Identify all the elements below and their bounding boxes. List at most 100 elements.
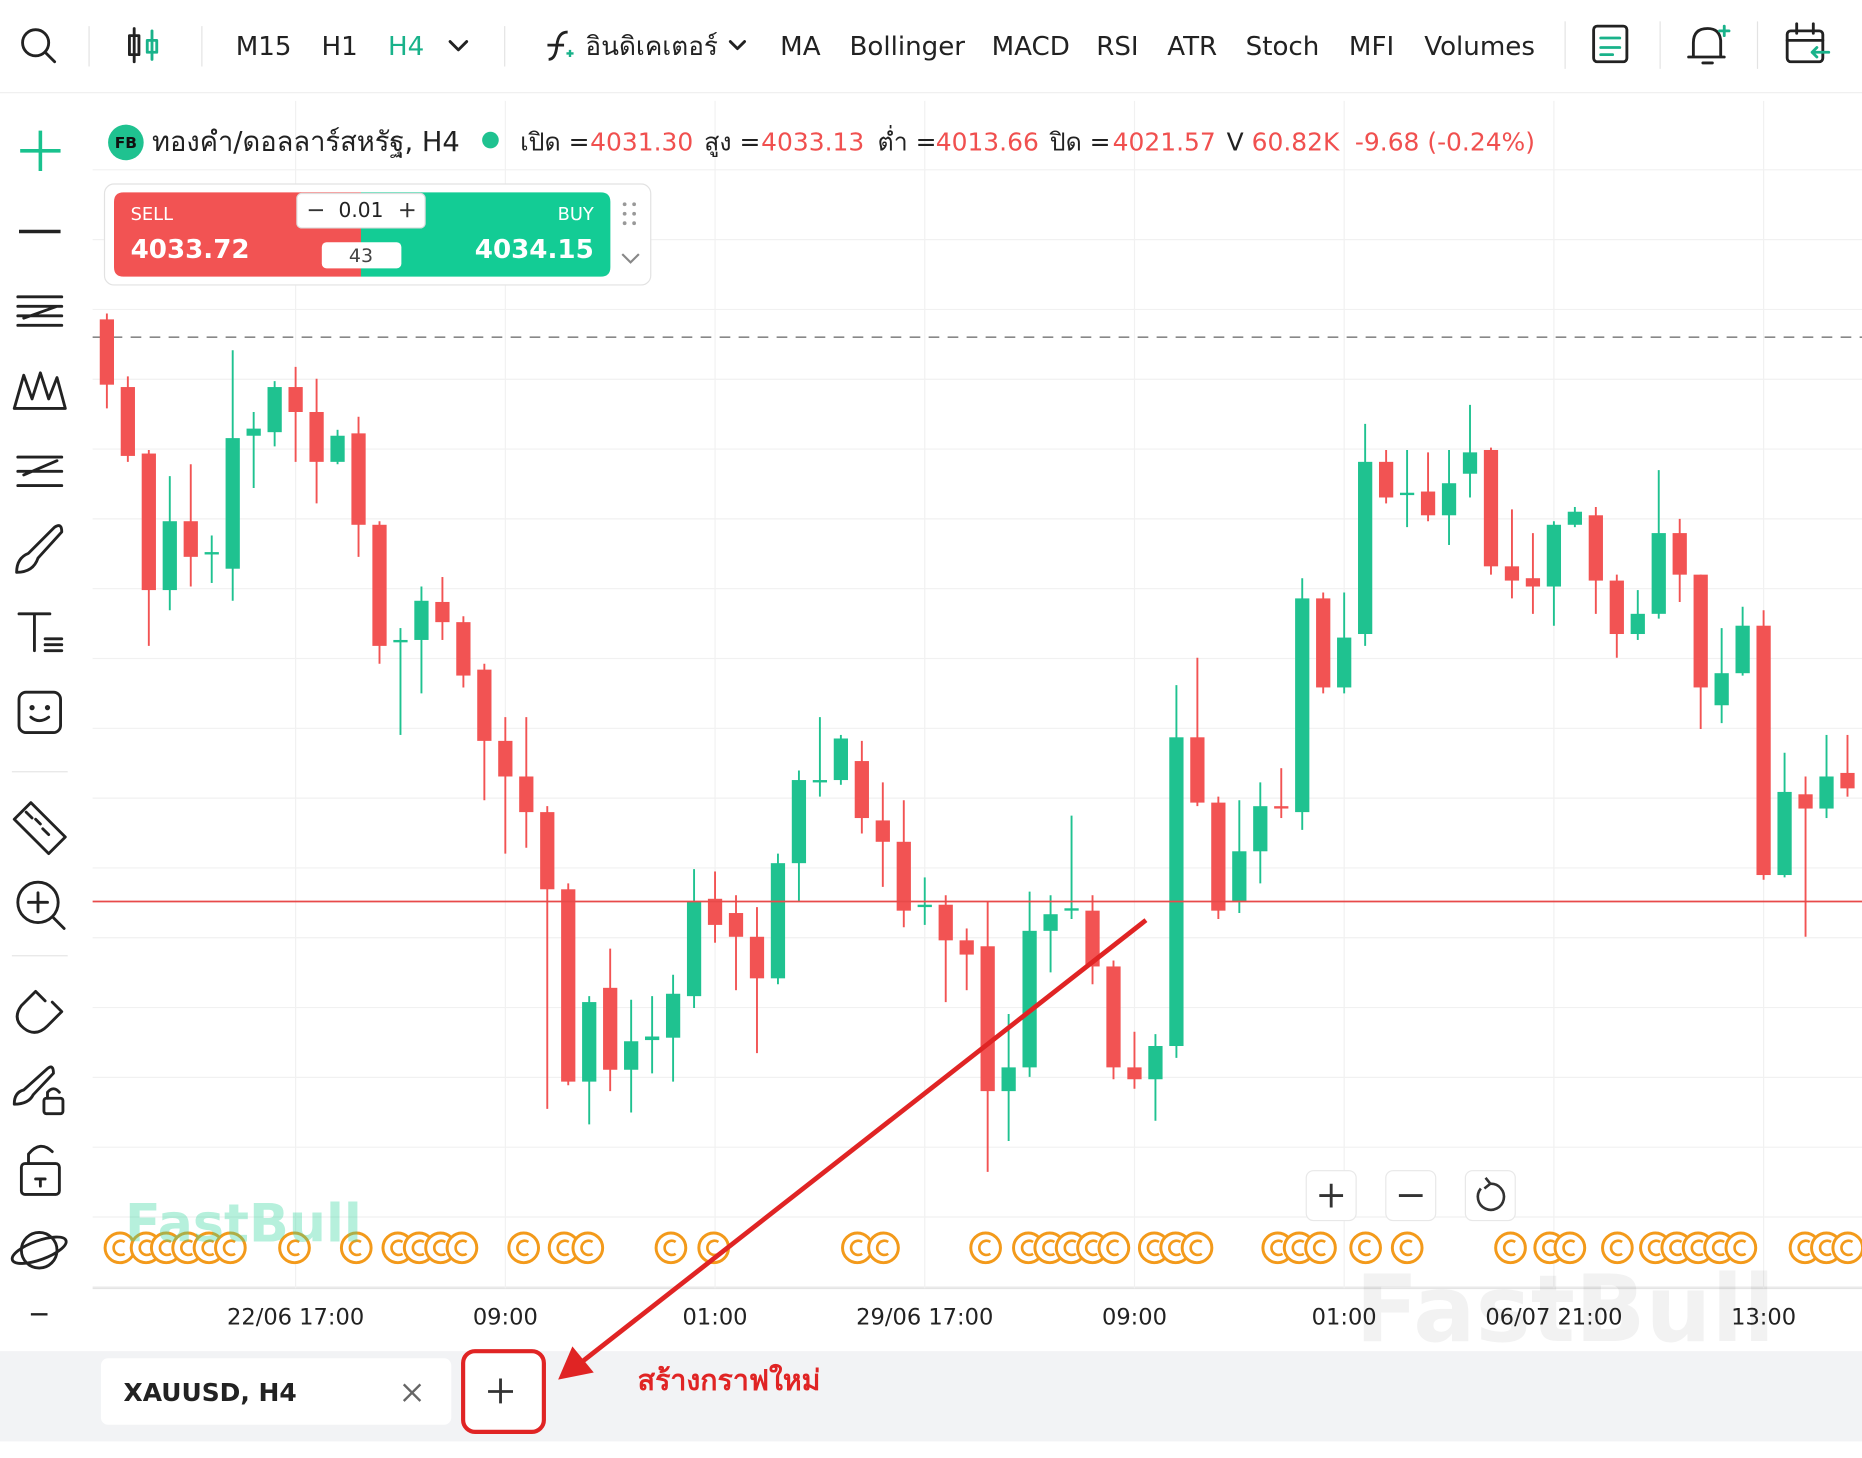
sell-price: 4033.72: [131, 235, 250, 265]
indicator[interactable]: ATR: [1167, 32, 1217, 62]
candle-body: [1232, 851, 1247, 902]
x-tick-label: 01:00: [1312, 1304, 1377, 1330]
timeframe[interactable]: H4: [388, 32, 424, 62]
zoom-out-button[interactable]: [1385, 1170, 1437, 1222]
zoom-tool[interactable]: [16, 880, 66, 930]
event-marker-glyph: [112, 1239, 126, 1257]
event-marker[interactable]: [1831, 1231, 1862, 1265]
ruler-tool[interactable]: [12, 801, 67, 856]
event-marker[interactable]: [339, 1231, 373, 1265]
event-marker-glyph: [1609, 1239, 1623, 1257]
event-marker-glyph: [580, 1239, 594, 1257]
event-marker[interactable]: [1494, 1231, 1527, 1265]
zoom-in-button[interactable]: [1305, 1170, 1357, 1222]
text-tool[interactable]: [17, 612, 64, 653]
event-marker[interactable]: [1553, 1231, 1587, 1265]
indicator[interactable]: MA: [780, 32, 821, 62]
event-marker[interactable]: [1724, 1231, 1758, 1265]
candle-body: [309, 411, 324, 462]
watermark: FastBull: [1355, 1255, 1775, 1363]
legend-label: ปิด =: [1049, 128, 1110, 157]
event-marker[interactable]: [1601, 1231, 1634, 1265]
buy-price: 4034.15: [475, 235, 594, 265]
channel-tool[interactable]: [16, 295, 64, 327]
event-marker[interactable]: [969, 1231, 1002, 1265]
drag-handle[interactable]: [622, 202, 637, 226]
indicator[interactable]: MACD: [992, 32, 1070, 62]
close-tab[interactable]: [402, 1383, 422, 1402]
event-marker-glyph: [1502, 1239, 1516, 1257]
search-icon[interactable]: [21, 28, 57, 64]
candle-body: [162, 521, 177, 591]
reset-button[interactable]: [1464, 1170, 1516, 1222]
chart-tab-label: XAUUSD, H4: [124, 1378, 297, 1407]
event-marker[interactable]: [1390, 1231, 1424, 1265]
visibility-tool[interactable]: [9, 1230, 69, 1270]
indicator[interactable]: MFI: [1349, 32, 1394, 62]
indicator[interactable]: Volumes: [1424, 32, 1535, 62]
crosshair-tool[interactable]: [20, 130, 61, 171]
timeframe[interactable]: M15: [236, 32, 292, 62]
quantity-steppers[interactable]: [308, 203, 415, 218]
event-marker[interactable]: [278, 1231, 311, 1265]
fib-tool[interactable]: [16, 455, 64, 488]
buy-label: BUY: [558, 204, 594, 225]
calendar-icon[interactable]: [1785, 22, 1831, 64]
timeframe-dropdown[interactable]: [448, 40, 469, 52]
candle-body: [1001, 1067, 1016, 1092]
ui: SELL 4033.72 0.01 43 BUY 4034.15 FB ทองค…: [0, 21, 1862, 1442]
candle-body: [582, 1002, 597, 1082]
event-marker-glyph: [516, 1239, 530, 1257]
event-marker-glyph: [1562, 1239, 1576, 1257]
magnet-tool[interactable]: [15, 989, 64, 1034]
event-marker[interactable]: [214, 1231, 247, 1265]
candle-body: [1378, 461, 1394, 498]
indicator-icon[interactable]: [547, 30, 568, 61]
candle-body: [99, 319, 114, 385]
event-marker-glyph: [1840, 1239, 1854, 1257]
emoji-tool[interactable]: [17, 690, 62, 734]
brush-tool[interactable]: [15, 524, 64, 574]
chart-type-icon[interactable]: [128, 27, 159, 64]
candle-body: [1525, 578, 1541, 587]
candle-body: [1127, 1067, 1142, 1080]
candle-body: [120, 387, 135, 456]
event-marker[interactable]: [507, 1231, 541, 1265]
candle-body: [1441, 483, 1457, 516]
alert-icon[interactable]: [1687, 24, 1731, 65]
event-marker-glyph: [1312, 1239, 1326, 1257]
lock-tool[interactable]: [19, 1144, 61, 1196]
event-marker[interactable]: [1304, 1231, 1337, 1265]
quantity-box[interactable]: [296, 192, 426, 229]
candle-body: [225, 438, 240, 569]
event-marker[interactable]: [1180, 1231, 1214, 1265]
event-marker[interactable]: [867, 1231, 900, 1265]
symbol-badge-text: FB: [115, 134, 137, 152]
candle-body: [686, 901, 702, 997]
event-marker[interactable]: [445, 1231, 479, 1265]
indicator-dropdown[interactable]: [728, 40, 746, 51]
pattern-tool[interactable]: [12, 371, 67, 410]
lock-drawing-tool[interactable]: [12, 1065, 65, 1116]
event-markers: [103, 1231, 1862, 1265]
event-marker[interactable]: [1097, 1231, 1131, 1265]
indicator[interactable]: Bollinger: [849, 32, 965, 62]
event-marker[interactable]: [571, 1231, 605, 1265]
layout-icon[interactable]: [1592, 24, 1629, 64]
event-marker[interactable]: [1349, 1231, 1382, 1265]
indicator[interactable]: Stoch: [1246, 32, 1320, 62]
candle-body: [1840, 772, 1855, 789]
panel-collapse[interactable]: [621, 253, 640, 264]
indicators-menu[interactable]: อินดิเคเตอร์: [585, 32, 717, 62]
event-marker-glyph: [1084, 1239, 1098, 1257]
legend-label: สูง =: [704, 128, 760, 158]
candle-body: [141, 453, 156, 591]
candle-body: [1274, 806, 1289, 809]
indicator[interactable]: RSI: [1096, 32, 1138, 62]
timeframe[interactable]: H1: [321, 32, 357, 62]
event-marker[interactable]: [654, 1231, 688, 1265]
chart-tab[interactable]: [100, 1358, 452, 1425]
sell-label: SELL: [131, 204, 173, 225]
candle-body: [267, 387, 282, 433]
